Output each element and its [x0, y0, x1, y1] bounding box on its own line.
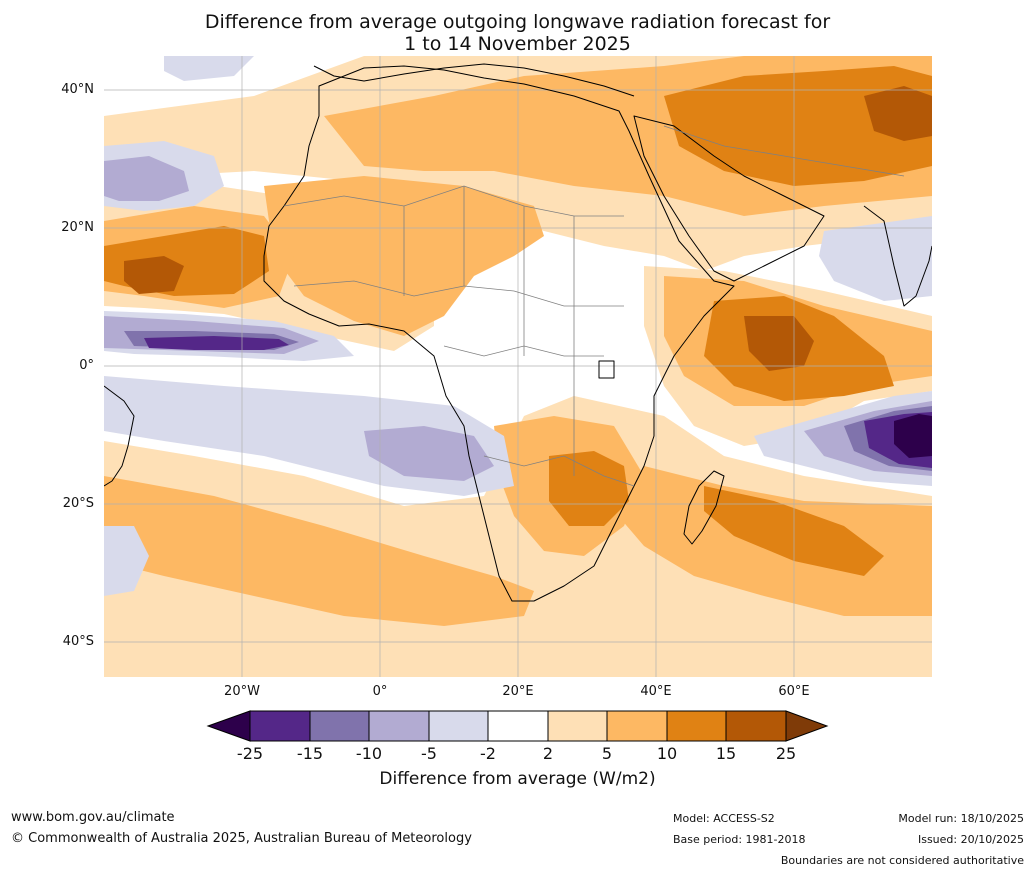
- arabia-coastline: [633, 115, 825, 282]
- anomaly-brown-indian: [744, 316, 814, 371]
- lon-label-20e: 20°E: [502, 684, 534, 699]
- anomaly-lavender-south-atlantic: [364, 426, 494, 481]
- boundary-southern-africa: [483, 455, 635, 487]
- lon-label-40e: 40°E: [640, 684, 672, 699]
- colorbar-tick-label: 5: [601, 744, 613, 763]
- anomaly-brown-asia: [864, 86, 932, 141]
- boundaries-disclaimer: Boundaries are not considered authoritat…: [780, 854, 1024, 867]
- colorbar-bin: [725, 710, 787, 742]
- lat-label-equator: 0°: [79, 358, 94, 373]
- base-period: Base period: 1981-2018: [673, 833, 806, 846]
- colorbar-tick-label: -10: [355, 744, 383, 763]
- lat-label-20s: 20°S: [62, 496, 94, 511]
- boundary-meridians: [403, 186, 575, 476]
- model-name: Model: ACCESS-S2: [673, 812, 775, 825]
- coastlines: [104, 63, 932, 602]
- anomaly-light-purple-arabian-sea: [819, 216, 932, 301]
- lon-label-20w: 20°W: [224, 684, 260, 699]
- colorbar-bin: [249, 710, 311, 742]
- south-america-coastline: [104, 385, 135, 487]
- anomaly-light-purple-northeast-atlantic: [164, 56, 254, 81]
- colorbar-tick-label: -2: [480, 744, 496, 763]
- lon-label-0: 0°: [372, 684, 388, 699]
- lat-label-20n: 20°N: [61, 220, 94, 235]
- colorbar-bin: [606, 710, 668, 742]
- anomaly-light-purple-southwest-atlantic: [104, 526, 149, 596]
- model-run-date: Model run: 18/10/2025: [898, 812, 1024, 825]
- gridlines: [104, 56, 932, 677]
- colorbar-tick-label: -15: [296, 744, 324, 763]
- colorbar-tick-label: 15: [715, 744, 737, 763]
- colorbar-tick-label: 10: [656, 744, 678, 763]
- madagascar-coastline: [683, 470, 725, 545]
- anomaly-orange-south-atlantic: [104, 476, 534, 626]
- colorbar: [206, 710, 829, 742]
- colorbar-max-arrow: [785, 710, 829, 742]
- lat-label-40n: 40°N: [61, 82, 94, 97]
- country-boundaries: [283, 125, 905, 487]
- india-coastline: [863, 205, 932, 307]
- lake-victoria: [598, 360, 615, 379]
- lon-label-60e: 60°E: [778, 684, 810, 699]
- anomaly-dark-orange-southern-africa: [549, 451, 629, 526]
- colorbar-tick-label: -5: [421, 744, 437, 763]
- colorbar-bin: [309, 710, 370, 742]
- anomaly-darkest-purple-southwest-indian: [894, 414, 932, 458]
- colorbar-bin: [368, 710, 430, 742]
- boundary-middle-east: [663, 125, 905, 177]
- africa-coastline: [263, 65, 735, 602]
- colorbar-tick-label: -25: [236, 744, 264, 763]
- lat-label-40s: 40°S: [62, 634, 94, 649]
- colorbar-bin: [428, 710, 489, 742]
- colorbar-bin: [547, 710, 608, 742]
- anomaly-brown-atlantic: [124, 256, 184, 294]
- colorbar-tick-label: 25: [775, 744, 797, 763]
- anomaly-lavender-north-atlantic: [104, 156, 189, 201]
- map-area: [104, 56, 932, 677]
- issued-date: Issued: 20/10/2025: [917, 833, 1024, 846]
- europe-coastline: [313, 63, 635, 97]
- olr-anomaly-map: [104, 56, 932, 677]
- colorbar-tick-label: 2: [542, 744, 554, 763]
- anomaly-deep-purple-atlantic-equator: [144, 336, 289, 350]
- map-title-line-2: 1 to 14 November 2025: [404, 33, 631, 55]
- colorbar-bin: [487, 710, 549, 742]
- map-title-line-1: Difference from average outgoing longwav…: [204, 11, 831, 33]
- website-link[interactable]: www.bom.gov.au/climate: [11, 810, 175, 825]
- copyright-text: © Commonwealth of Australia 2025, Austra…: [11, 831, 472, 846]
- colorbar-title: Difference from average (W/m2): [379, 769, 656, 789]
- colorbar-min-arrow: [206, 710, 251, 742]
- colorbar-bin: [666, 710, 727, 742]
